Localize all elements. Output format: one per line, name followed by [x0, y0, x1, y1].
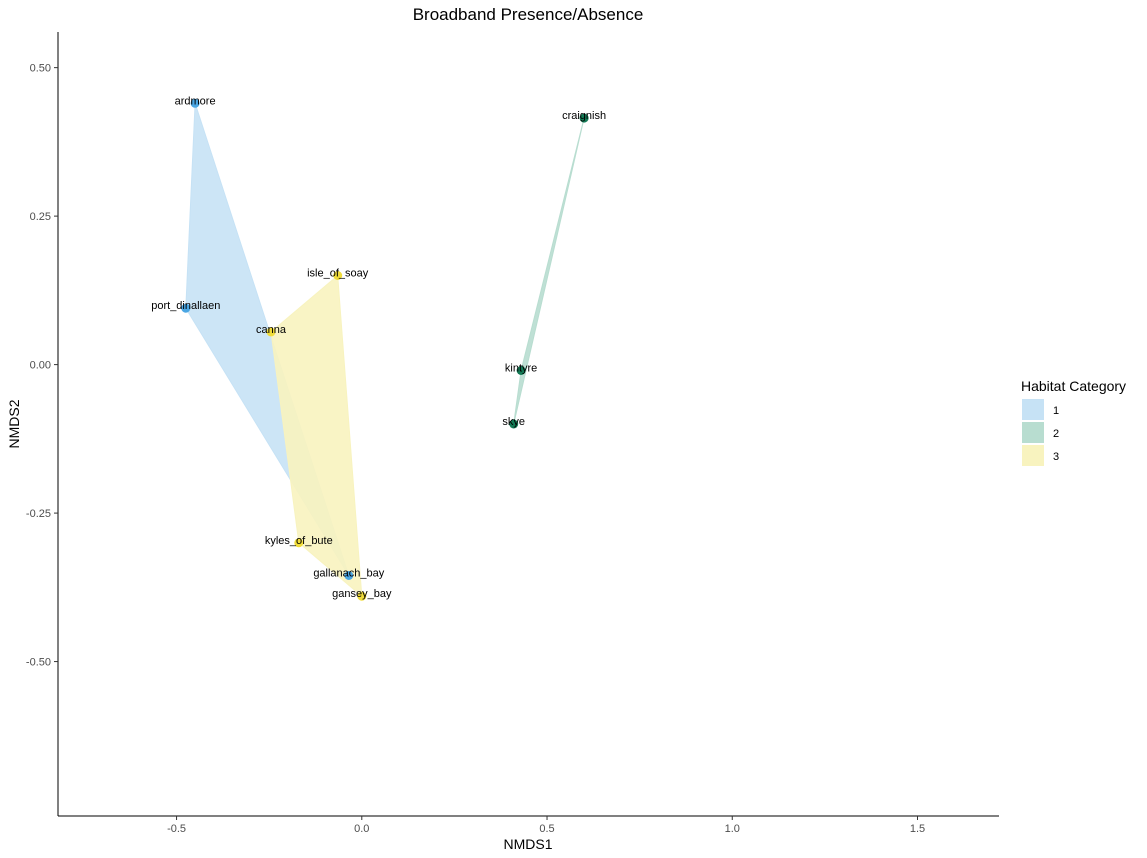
point-port_dinallaen [181, 303, 191, 313]
point-label-skye: skye [502, 416, 525, 428]
point-gallanach_bay [344, 571, 354, 580]
point-label-kintyre: kintyre [505, 363, 537, 375]
point-layer [181, 98, 589, 601]
y-tick-label: 0.50 [30, 63, 51, 75]
x-tick-label: 0.0 [354, 823, 369, 835]
y-tick-label: -0.25 [26, 508, 51, 520]
point-skye [509, 419, 519, 429]
y-axis-title: NMDS2 [6, 399, 22, 448]
legend-swatch-1 [1022, 399, 1044, 420]
x-axis-title: NMDS1 [503, 836, 552, 852]
legend-label-1: 1 [1053, 405, 1059, 417]
x-tick-label: 0.5 [539, 823, 554, 835]
y-tick-label: 0.00 [30, 360, 51, 372]
point-craignish [579, 113, 589, 123]
point-label-craignish: craignish [562, 110, 606, 122]
x-tick-label: 1.0 [725, 823, 740, 835]
point-gansey_bay [357, 591, 367, 601]
point-label-gallanach_bay: gallanach_bay [313, 568, 384, 580]
point-isle_of_soay [333, 271, 343, 280]
point-label-gansey_bay: gansey_bay [332, 588, 392, 600]
point-kyles_of_bute [294, 538, 304, 548]
legend-title: Habitat Category [1021, 378, 1126, 394]
legend-swatch-2 [1022, 422, 1044, 443]
point-label-isle_of_soay: isle_of_soay [307, 268, 369, 280]
point-kintyre [516, 366, 526, 375]
point-canna [266, 327, 276, 337]
chart-title: Broadband Presence/Absence [413, 5, 644, 24]
legend-label-2: 2 [1053, 428, 1059, 440]
y-tick-label: 0.25 [30, 211, 51, 223]
x-tick-label: -0.5 [167, 823, 186, 835]
hull-layer [185, 103, 585, 598]
point-label-port_dinallaen: port_dinallaen [151, 300, 220, 312]
point-label-canna: canna [256, 324, 287, 336]
x-tick-label: 1.5 [910, 823, 925, 835]
legend-label-3: 3 [1053, 451, 1059, 463]
y-tick-label: -0.50 [26, 657, 51, 669]
point-label-ardmore: ardmore [175, 95, 216, 107]
hull-group-2 [513, 117, 585, 425]
point-ardmore [190, 98, 200, 108]
legend: Habitat Category 1 2 3 [1021, 378, 1126, 466]
point-label-kyles_of_bute: kyles_of_bute [265, 535, 333, 547]
legend-swatch-3 [1022, 445, 1044, 466]
y-axis-ticks: -0.50 -0.25 0.00 0.25 0.50 [26, 63, 58, 669]
point-label-layer: ardmore port_dinallaen gallanach_bay craign… [151, 95, 606, 600]
x-axis-ticks: -0.5 0.0 0.5 1.0 1.5 [167, 816, 925, 835]
